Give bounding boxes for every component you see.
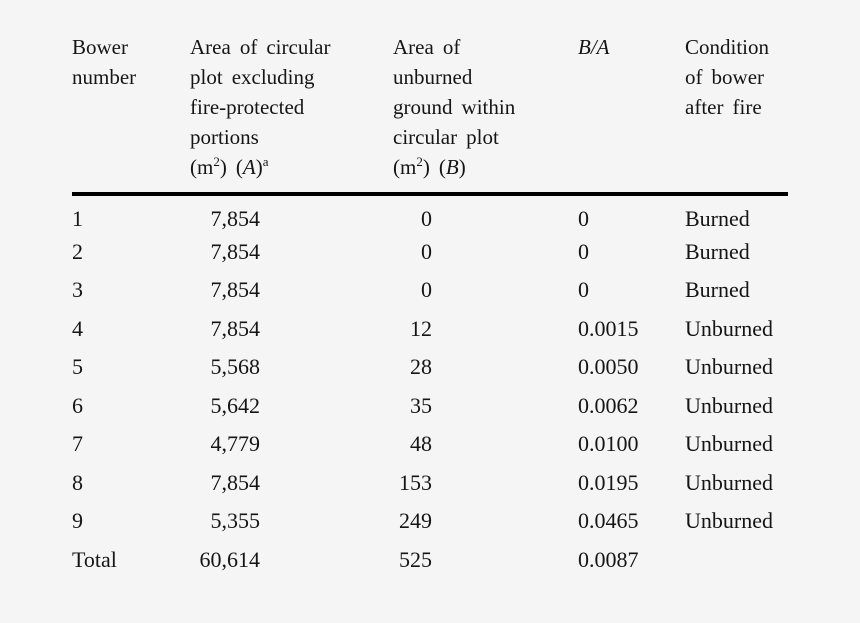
bower-fire-table: Bower number Area of circular plot excludi… [72,32,788,579]
table-row: 1 7,854 0 0 Burned [72,194,788,233]
table-cell: 6 [72,392,83,418]
table-cell: 249 [399,508,432,534]
table-cell: 0 [421,277,432,303]
table-header: Bower number Area of circular plot excludi… [72,32,788,196]
header-line: B/A [578,35,610,59]
column-header-condition: Condition of bower after fire [685,32,788,196]
header-line: plot excluding [190,65,315,89]
column-header-b-over-a: B/A [578,32,685,196]
table-cell: 7,854 [210,469,261,495]
table-cell: 0.0195 [578,469,639,495]
table-cell: 60,614 [199,546,261,572]
table-cell: 0 [421,205,432,231]
header-line: after fire [685,95,762,119]
table-cell: Burned [685,238,750,264]
table-cell: Burned [685,205,750,231]
header-line: Area of [393,35,461,59]
table-cell: 48 [410,431,432,457]
table-cell: 4 [72,315,83,341]
table-cell: Burned [685,277,750,303]
table-cell: 5,642 [210,392,261,418]
header-line: unburned [393,65,473,89]
table-cell: Unburned [685,469,773,495]
table-row: 3 7,854 0 0 Burned [72,271,788,310]
table-cell: 0 [578,205,589,231]
table-cell: 153 [399,469,432,495]
header-line: number [72,65,137,89]
table-row: 9 5,355 249 0.0465 Unburned [72,502,788,541]
table-cell: Unburned [685,392,773,418]
table-cell: 2 [72,238,83,264]
table-cell: 7,854 [210,315,261,341]
table-cell: 7,854 [210,238,261,264]
header-line: fire-protected [190,95,305,119]
column-header-area-a: Area of circular plot excluding fire-prote… [190,32,393,196]
table-cell: 0 [578,277,589,303]
table-cell: 5 [72,354,83,380]
table-row: 2 7,854 0 0 Burned [72,233,788,272]
table-cell: 7 [72,431,83,457]
table-cell: 0.0062 [578,392,639,418]
table-cell: 0.0100 [578,431,639,457]
table-row: 6 5,642 35 0.0062 Unburned [72,387,788,426]
header-row: Bower number Area of circular plot excludi… [72,32,788,196]
table-row: Total 60,614 525 0.0087 [72,541,788,580]
header-line: (m2) (A)a [190,154,269,179]
header-line: circular plot [393,125,499,149]
table-cell [685,541,788,580]
table-cell: 35 [410,392,432,418]
header-line: Bower [72,35,128,59]
table-row: 4 7,854 12 0.0015 Unburned [72,310,788,349]
table-row: 7 4,779 48 0.0100 Unburned [72,425,788,464]
table-cell: Unburned [685,431,773,457]
table-cell: 12 [410,315,432,341]
table-body: 1 7,854 0 0 Burned 2 7,854 0 0 Burned 3 7,854 0 0 Burn… [72,194,788,579]
column-header-bower-number: Bower number [72,32,190,196]
table-cell: Unburned [685,315,773,341]
header-line: portions [190,125,259,149]
table-cell: 5,355 [210,508,261,534]
table-cell: 7,854 [210,205,261,231]
table-cell: 0.0087 [578,546,639,572]
table-cell: Unburned [685,508,773,534]
table-cell: 0 [421,238,432,264]
header-line: ground within [393,95,516,119]
table-row: 5 5,568 28 0.0050 Unburned [72,348,788,387]
table-cell: 4,779 [210,431,261,457]
table-cell: 525 [399,546,432,572]
header-line: Condition [685,35,770,59]
table-cell: 3 [72,277,83,303]
table-cell: Unburned [685,354,773,380]
column-header-area-b: Area of unburned ground within circular plo… [393,32,578,196]
table-row: 8 7,854 153 0.0195 Unburned [72,464,788,503]
table-cell: 28 [410,354,432,380]
table-cell: 0 [578,238,589,264]
header-line: of bower [685,65,765,89]
table-cell: 7,854 [210,277,261,303]
table-cell: 8 [72,469,83,495]
header-line: (m2) (B) [393,154,466,179]
table-cell: 9 [72,508,83,534]
table-cell: 0.0050 [578,354,639,380]
table-cell: 1 [72,205,83,231]
header-line: Area of circular [190,35,331,59]
table-cell: Total [72,546,117,572]
table-cell: 0.0465 [578,508,639,534]
table-cell: 0.0015 [578,315,639,341]
table-cell: 5,568 [210,354,261,380]
